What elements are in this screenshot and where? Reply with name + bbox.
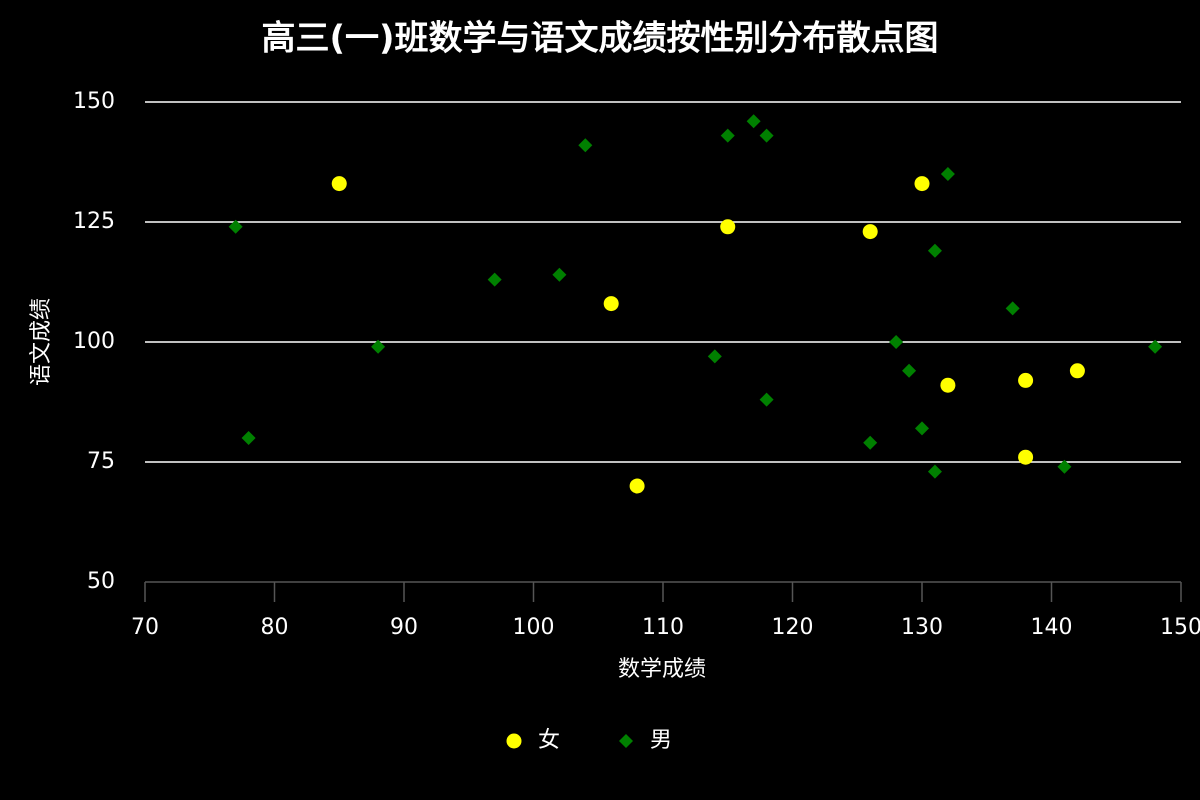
legend-label: 男 — [650, 728, 672, 753]
point — [889, 335, 904, 349]
point — [603, 296, 619, 312]
point — [759, 128, 774, 143]
point — [1057, 459, 1072, 474]
legend-marker — [619, 734, 633, 748]
point — [707, 349, 722, 364]
x-tick-label: 80 — [261, 615, 289, 640]
legend-label: 女 — [538, 728, 560, 753]
x-tick-label: 110 — [642, 615, 684, 640]
x-tick-label: 140 — [1031, 615, 1073, 640]
point — [487, 272, 502, 287]
y-tick-label: 75 — [87, 449, 115, 474]
point — [578, 138, 593, 153]
point — [862, 224, 878, 240]
legend-marker — [506, 733, 522, 749]
point — [241, 431, 256, 445]
point — [914, 176, 930, 192]
point — [371, 339, 386, 354]
point — [927, 464, 942, 479]
point — [552, 267, 567, 282]
point — [940, 377, 956, 393]
x-tick-label: 100 — [513, 615, 555, 640]
x-tick-label: 70 — [131, 615, 159, 640]
point — [1148, 339, 1163, 354]
point — [331, 176, 347, 192]
point — [629, 478, 645, 494]
point — [1018, 372, 1034, 388]
point — [927, 243, 942, 258]
y-axis-label: 语文成绩 — [29, 298, 54, 386]
point — [228, 219, 243, 234]
point — [940, 167, 955, 181]
point — [1018, 449, 1034, 465]
point — [902, 363, 917, 378]
point — [759, 392, 774, 407]
point — [1005, 301, 1020, 316]
y-tick-label: 125 — [73, 209, 115, 234]
point — [1069, 363, 1085, 379]
x-tick-label: 150 — [1160, 615, 1200, 640]
x-axis-label: 数学成绩 — [618, 657, 706, 682]
x-tick-label: 90 — [390, 615, 418, 640]
chart-title: 高三(一)班数学与语文成绩按性别分布散点图 — [261, 19, 938, 59]
point — [915, 421, 929, 436]
point — [863, 435, 878, 450]
y-tick-label: 50 — [87, 569, 115, 594]
y-tick-label: 100 — [73, 329, 115, 354]
point — [720, 219, 736, 235]
y-tick-label: 150 — [73, 89, 115, 114]
point — [720, 128, 735, 143]
x-tick-label: 120 — [772, 615, 814, 640]
point — [746, 114, 761, 129]
x-tick-label: 130 — [901, 615, 943, 640]
